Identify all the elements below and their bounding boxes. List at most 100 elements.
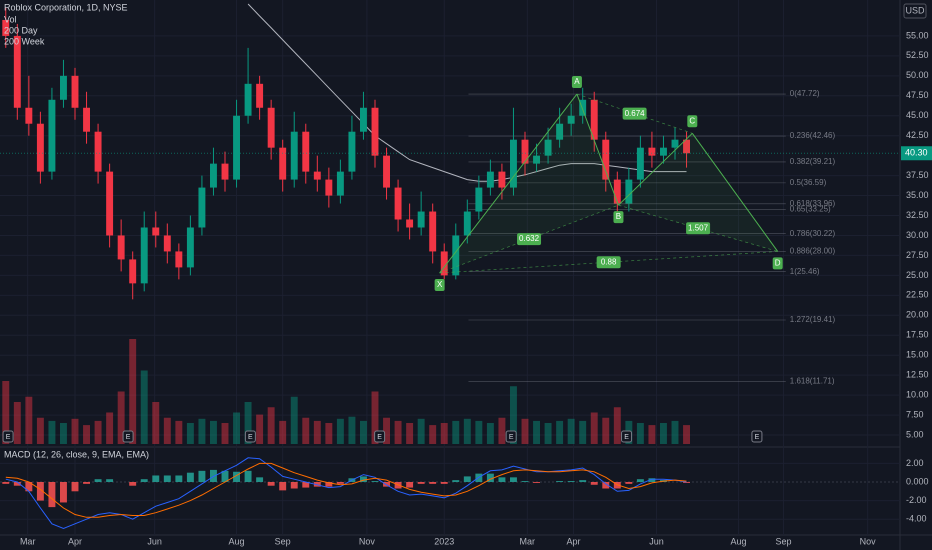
pattern-point-badge: [571, 76, 582, 89]
pattern-point-badge: [772, 257, 783, 270]
candle-body: [625, 179, 633, 204]
macd-tick-label: 0.000: [906, 476, 929, 486]
volume-bar: [313, 420, 321, 444]
volume-bar: [510, 386, 517, 444]
volume-bar: [671, 420, 679, 444]
fib-label: 0.382(39.21): [790, 157, 836, 166]
y-tick-label: 12.50: [906, 370, 929, 380]
macd-histogram-bar: [25, 481, 33, 492]
x-tick-label: Aug: [730, 536, 746, 546]
candle-body: [325, 179, 333, 196]
y-tick-label: 20.00: [906, 310, 929, 320]
earnings-label: E: [248, 434, 253, 441]
macd-histogram-bar: [510, 477, 517, 482]
pattern-point-label: A: [574, 77, 580, 86]
candle-body: [279, 147, 287, 180]
moving-average: [247, 3, 687, 182]
candle-body: [210, 163, 217, 188]
fib-label: 0.886(28.00): [790, 247, 836, 256]
y-tick-label: 35.00: [906, 190, 929, 200]
volume-bar: [129, 339, 137, 444]
chart-title: Roblox Corporation, 1D, NYSE: [4, 2, 128, 12]
candle-body: [463, 211, 471, 236]
candle-body: [475, 187, 483, 212]
earnings-label: E: [6, 434, 11, 441]
volume-bar: [383, 417, 390, 444]
macd-histogram-bar: [279, 481, 287, 491]
candle-body: [429, 211, 437, 252]
earnings-marker: [621, 430, 633, 443]
earnings-marker: [505, 430, 517, 443]
ratio-badge: [596, 256, 621, 269]
macd-histogram-bar: [13, 481, 21, 486]
macd-histogram-bar: [129, 481, 137, 486]
candle-body: [36, 123, 44, 172]
volume-bar: [256, 414, 264, 444]
candle-body: [360, 107, 367, 132]
y-tick-label: 42.50: [906, 130, 929, 140]
macd-histogram-bar: [360, 476, 367, 482]
volume-bar: [486, 423, 494, 444]
volume-bar: [140, 370, 148, 444]
macd-histogram-bar: [336, 481, 344, 484]
fib-label: 0.618(33.96): [790, 199, 836, 208]
y-tick-label: 50.00: [906, 70, 929, 80]
candle-body: [636, 147, 644, 180]
volume-bar: [302, 417, 310, 444]
volume-bar: [152, 402, 160, 444]
pattern-point-label: X: [437, 280, 443, 289]
volume-bar: [602, 417, 610, 444]
ratio-label: 0.632: [519, 234, 540, 243]
volume-bar: [221, 423, 229, 444]
currency-box[interactable]: [903, 3, 927, 19]
pattern-leg: [691, 133, 779, 252]
pattern-ratio-line: [439, 204, 619, 274]
pattern-fill: [439, 94, 619, 273]
candle-body: [417, 211, 425, 228]
candle-body: [613, 179, 621, 204]
candle-body: [313, 171, 321, 180]
fib-label: 1(25.46): [790, 267, 820, 276]
macd-histogram-bar: [625, 481, 633, 484]
y-tick-label: 45.00: [906, 110, 929, 120]
volume-bar: [567, 418, 575, 444]
earnings-label: E: [377, 434, 382, 441]
candle-body: [371, 107, 379, 156]
earnings-marker: [122, 430, 134, 443]
volume-bar: [521, 418, 529, 444]
volume-bar: [336, 418, 344, 444]
y-tick-label: 52.50: [906, 50, 929, 60]
volume-bar: [660, 423, 667, 444]
volume-bar: [94, 420, 102, 444]
pattern-leg: [576, 93, 619, 206]
candle-body: [48, 99, 56, 172]
candle-body: [244, 83, 252, 116]
volume-bar: [233, 412, 240, 444]
candle-body: [521, 139, 529, 164]
macd-histogram-bar: [48, 481, 56, 508]
volume-bar: [452, 420, 460, 444]
macd-histogram-bar: [244, 470, 252, 482]
x-tick-label: Aug: [229, 536, 245, 546]
pattern-point-badge: [434, 278, 445, 291]
macd-histogram-bar: [452, 480, 460, 482]
y-tick-label: 32.50: [906, 210, 929, 220]
candle-body: [256, 83, 264, 108]
candle-body: [106, 171, 114, 236]
volume-bar: [83, 425, 90, 444]
volume-bar: [475, 420, 483, 444]
earnings-marker: [374, 430, 386, 443]
candle-body: [648, 147, 656, 156]
volume-bar: [463, 418, 471, 444]
candle-body: [348, 131, 356, 172]
volume-bar: [360, 420, 367, 444]
volume-bar: [533, 420, 540, 444]
candle-body: [221, 163, 229, 180]
candle-body: [60, 75, 67, 100]
macd-histogram-bar: [267, 481, 275, 486]
y-tick-label: 7.50: [906, 409, 924, 419]
macd-histogram-bar: [198, 470, 206, 482]
macd-tick-label: 2.00: [906, 458, 924, 468]
ratio-label: 0.88: [601, 257, 617, 266]
volume-bar: [186, 423, 194, 444]
